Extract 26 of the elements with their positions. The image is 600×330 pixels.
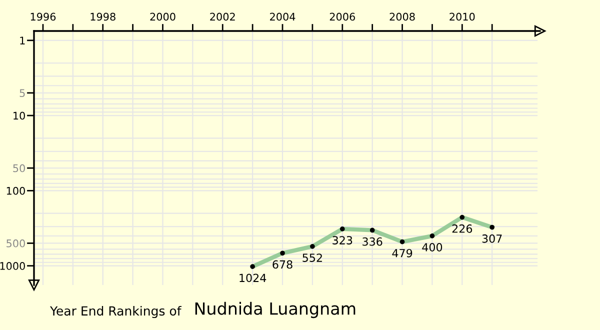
y-tick-label: 10 [14, 112, 25, 120]
x-tick-label: 2010 [450, 12, 475, 21]
data-label: 400 [422, 243, 442, 252]
data-label: 323 [332, 236, 352, 244]
x-tick-label: 2006 [330, 12, 355, 21]
text: Nudnida Luangnam [195, 302, 356, 318]
text: Year End Rankings of [50, 306, 182, 318]
data-label: 552 [302, 254, 322, 262]
y-tick-label: 1 [20, 36, 25, 44]
y-tick-label: 100 [6, 186, 25, 195]
x-tick-label: 2002 [210, 12, 235, 21]
y-tick-label: 1000 [0, 262, 25, 270]
y-tick-label: 50 [13, 164, 25, 172]
y-tick-label: 500 [6, 239, 25, 248]
x-tick-label: 2004 [270, 12, 296, 21]
data-label: 479 [392, 248, 412, 258]
data-label: 1024 [240, 274, 266, 282]
y-tick-label: 5 [20, 89, 25, 98]
x-tick-label: 2008 [390, 12, 415, 21]
data-label: 307 [482, 234, 502, 243]
data-label: 678 [272, 260, 292, 269]
x-tick-label: 2000 [150, 12, 176, 21]
x-tick-label: 1996 [30, 12, 56, 21]
data-label: 226 [452, 224, 472, 233]
data-label: 336 [362, 237, 382, 246]
x-tick-label: 1998 [90, 12, 116, 21]
